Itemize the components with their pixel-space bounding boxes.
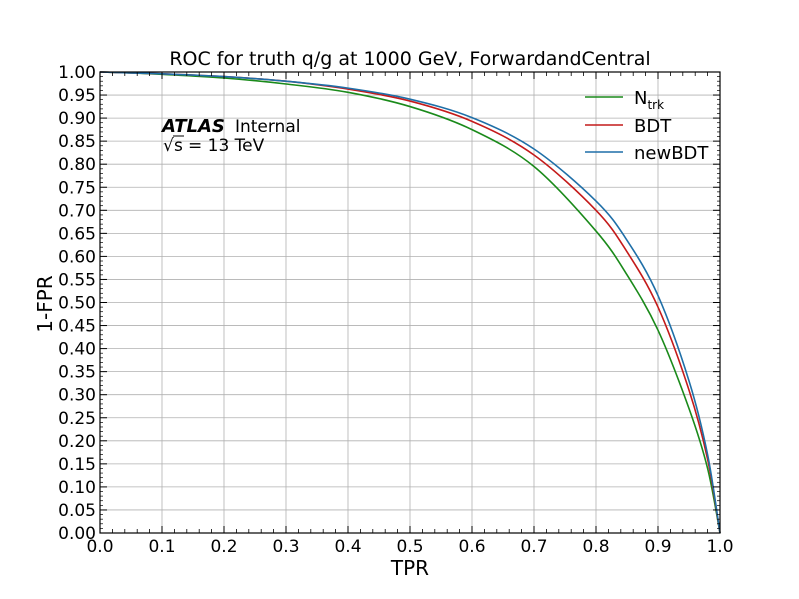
y-tick-label: 0.70 — [58, 201, 96, 221]
y-tick-label: 0.55 — [58, 270, 96, 290]
y-tick-label: 0.45 — [58, 317, 96, 337]
x-tick-label: 0.6 — [458, 537, 485, 557]
x-tick-labels: 0.0 0.1 0.2 0.3 0.4 0.5 0.6 0.7 0.8 0.9 1.0 — [86, 537, 733, 557]
x-tick-label: 0.4 — [334, 537, 361, 557]
y-tick-label: 0.10 — [58, 478, 96, 498]
x-tick-label: 0.0 — [86, 537, 113, 557]
atlas-annotation: ATLAS Internal √ s = 13 TeV — [160, 116, 300, 156]
legend: Ntrk BDT newBDT — [585, 88, 709, 164]
series-line-newbdt — [99, 71, 721, 534]
legend-ntrk-main: N — [634, 88, 647, 109]
y-tick-label: 0.40 — [58, 340, 96, 360]
plot-frame — [99, 71, 721, 534]
y-tick-label: 0.80 — [58, 155, 96, 175]
y-tick-label: 0.75 — [58, 178, 96, 198]
legend-label-newbdt: newBDT — [634, 143, 709, 164]
legend-ntrk-sub: trk — [647, 98, 664, 112]
atlas-status: Internal — [235, 117, 301, 137]
x-tick-label: 1.0 — [706, 537, 733, 557]
y-tick-label: 1.00 — [58, 63, 96, 83]
y-tick-label: 0.05 — [58, 501, 96, 521]
y-tick-label: 0.30 — [58, 386, 96, 406]
legend-label-bdt: BDT — [634, 116, 672, 137]
x-tick-label: 0.9 — [644, 537, 671, 557]
y-tick-label: 0.95 — [58, 86, 96, 106]
x-axis-label: TPR — [390, 556, 429, 580]
legend-label-ntrk: Ntrk — [634, 88, 664, 112]
y-tick-label: 0.00 — [58, 524, 96, 544]
x-tick-label: 0.1 — [148, 537, 175, 557]
y-axis-label: 1-FPR — [33, 275, 57, 333]
y-tick-label: 0.85 — [58, 132, 96, 152]
y-tick-label: 0.15 — [58, 455, 96, 475]
x-tick-label: 0.2 — [210, 537, 237, 557]
energy-value: = 13 TeV — [188, 136, 265, 156]
energy-variable: s — [174, 136, 183, 156]
sqrt-symbol: √ — [163, 136, 174, 156]
y-tick-label: 0.50 — [58, 294, 96, 314]
atlas-label: ATLAS Internal — [160, 116, 300, 137]
y-tick-label: 0.90 — [58, 109, 96, 129]
x-tick-label: 0.7 — [520, 537, 547, 557]
atlas-experiment: ATLAS — [160, 116, 225, 137]
y-tick-label: 0.60 — [58, 247, 96, 267]
x-tick-label: 0.5 — [396, 537, 423, 557]
y-tick-label: 0.35 — [58, 363, 96, 383]
y-tick-label: 0.65 — [58, 224, 96, 244]
y-tick-labels: 0.00 0.05 0.10 0.15 0.20 0.25 0.30 0.35 0.40 0.45… — [58, 63, 96, 544]
y-tick-label: 0.20 — [58, 432, 96, 452]
y-tick-label: 0.25 — [58, 409, 96, 429]
x-tick-label: 0.3 — [272, 537, 299, 557]
x-tick-label: 0.8 — [582, 537, 609, 557]
chart-title: ROC for truth q/g at 1000 GeV, Forwardan… — [169, 48, 650, 70]
